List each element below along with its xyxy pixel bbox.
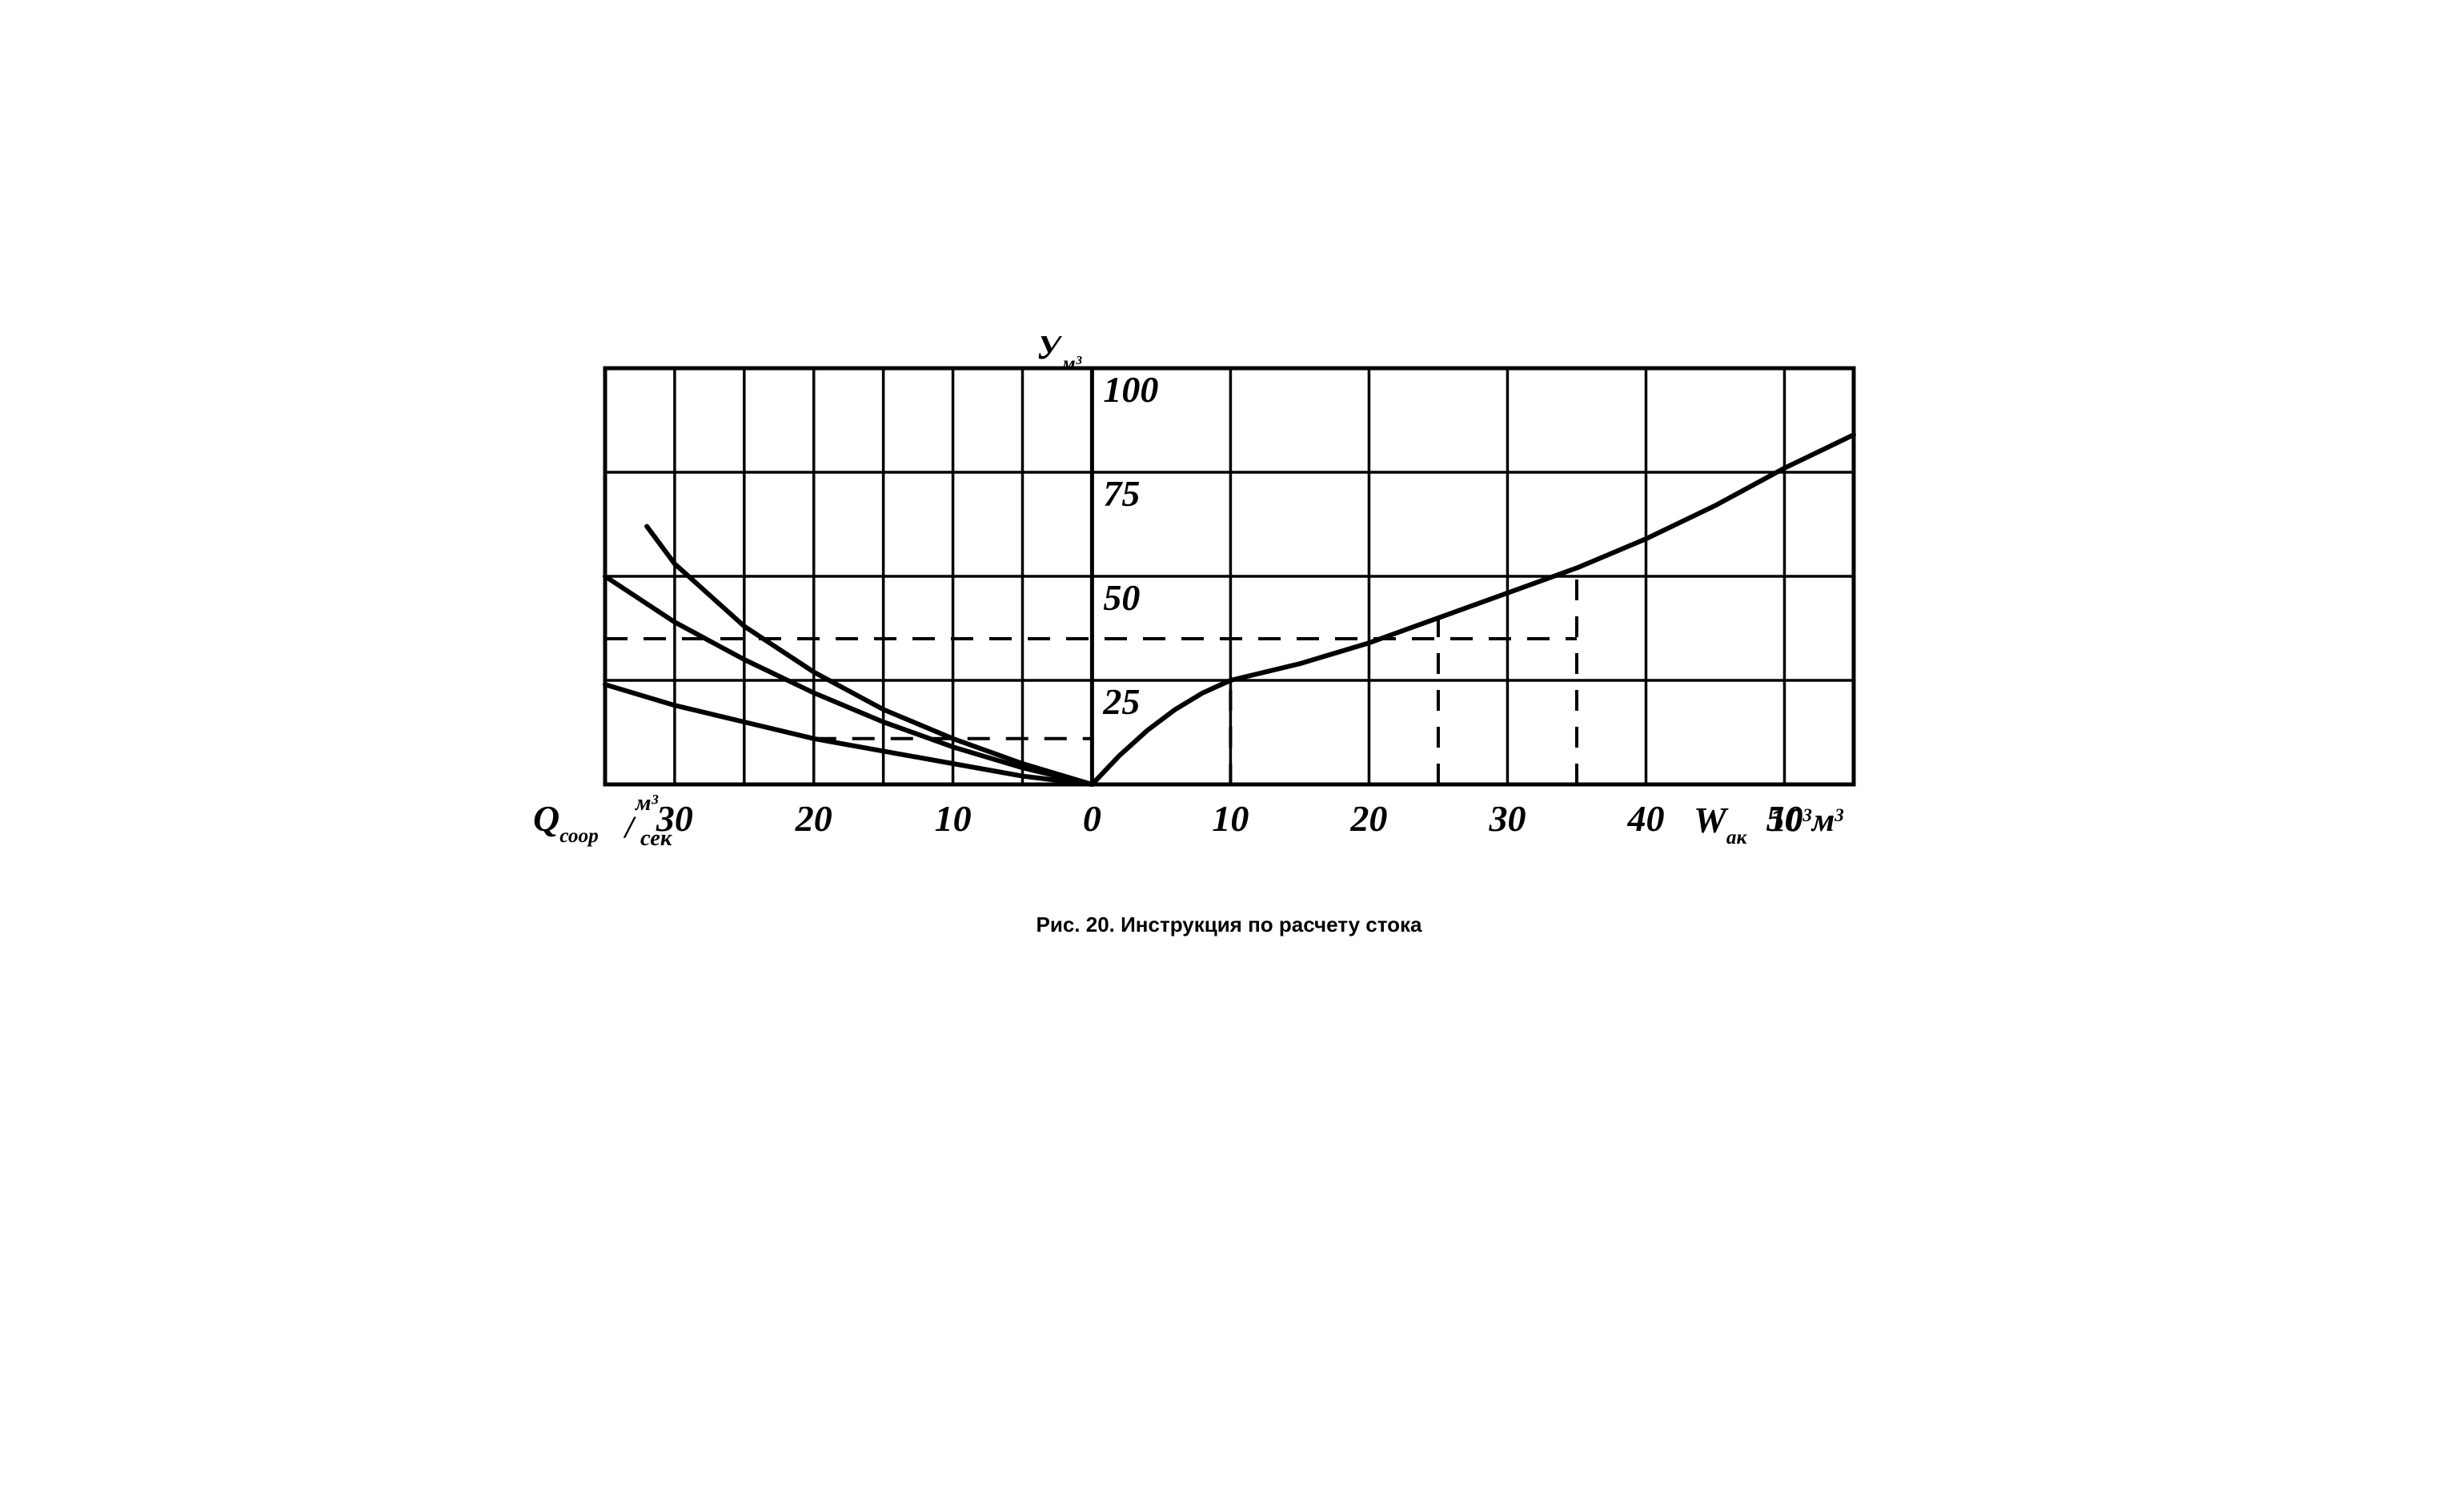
svg-text:100: 100 (1103, 369, 1158, 410)
svg-text:25: 25 (1102, 681, 1140, 722)
chart-svg: 30201001020304050255075100Ум³Qсоорм³/сек… (509, 336, 1950, 993)
svg-text:10: 10 (1212, 798, 1249, 839)
svg-text:75: 75 (1103, 473, 1140, 514)
svg-text:сек: сек (640, 826, 673, 851)
svg-text:50: 50 (1103, 577, 1140, 618)
svg-text:Wак: Wак (1694, 800, 1748, 848)
svg-text:10: 10 (934, 798, 971, 839)
svg-text:103м3: 103м3 (1770, 801, 1844, 838)
svg-text:м³: м³ (635, 791, 659, 816)
svg-text:/: / (623, 810, 636, 844)
figure-caption: Рис. 20. Инструкция по расчету стока (1037, 912, 1422, 937)
svg-text:Qсоор: Qсоор (533, 798, 599, 847)
svg-text:20: 20 (794, 798, 832, 839)
runoff-chart: 30201001020304050255075100Ум³Qсоорм³/сек… (509, 336, 1950, 993)
svg-text:20: 20 (1349, 798, 1387, 839)
svg-text:30: 30 (1488, 798, 1526, 839)
svg-text:0: 0 (1082, 798, 1101, 839)
svg-text:40: 40 (1626, 798, 1664, 839)
